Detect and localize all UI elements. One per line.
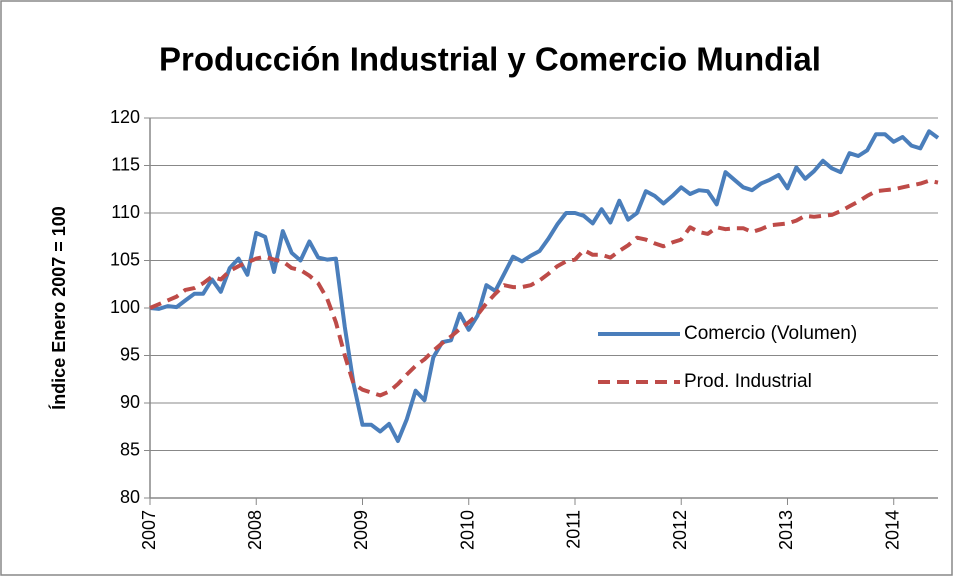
y-tick-label: 80 <box>120 487 140 507</box>
chart-title: Producción Industrial y Comercio Mundial <box>159 41 821 78</box>
y-tick-label: 120 <box>110 107 140 127</box>
x-tick-label: 2010 <box>457 510 477 550</box>
y-tick-label: 95 <box>120 344 140 364</box>
y-tick-label: 115 <box>111 154 140 174</box>
line-series <box>149 129 940 443</box>
y-tick-label: 105 <box>110 249 140 269</box>
y-tick-label: 100 <box>110 297 140 317</box>
x-tick-label: 2011 <box>564 510 584 549</box>
legend-label: Comercio (Volumen) <box>684 323 857 344</box>
x-tick-label: 2009 <box>351 510 371 550</box>
x-tick-label: 2008 <box>245 510 265 550</box>
x-tick-label: 2014 <box>882 510 902 550</box>
x-tick-label: 2013 <box>776 510 796 550</box>
y-axis-label: Índice Enero 2007 = 100 <box>48 206 69 410</box>
line-series <box>149 178 939 398</box>
legend-label: Prod. Industrial <box>684 371 812 392</box>
x-tick-label: 2007 <box>139 510 159 550</box>
x-tick-label: 2012 <box>670 510 690 550</box>
y-tick-label: 85 <box>120 439 140 459</box>
y-tick-label: 90 <box>120 392 140 412</box>
y-tick-label: 110 <box>111 202 140 222</box>
